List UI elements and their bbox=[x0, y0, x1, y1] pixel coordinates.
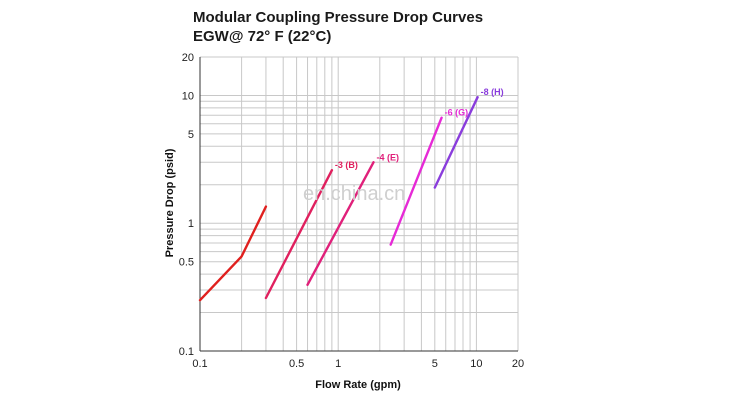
y-tick-label: 0.5 bbox=[179, 257, 194, 269]
series-line bbox=[433, 95, 479, 189]
series-line bbox=[389, 116, 443, 246]
y-axis-label: Pressure Drop (psid) bbox=[164, 148, 176, 257]
chart-title-block: Modular Coupling Pressure Drop Curves EG… bbox=[193, 8, 483, 46]
series-label: -8 (H) bbox=[481, 87, 504, 97]
series-label: -4 (E) bbox=[376, 152, 399, 162]
x-tick-label: 0.1 bbox=[192, 358, 207, 370]
series-line bbox=[198, 205, 268, 302]
series-labels: -3 (B) -4 (E) -6 (G) -8 (H) bbox=[335, 87, 504, 170]
y-tick-label: 5 bbox=[188, 129, 194, 141]
series-label: -6 (G) bbox=[445, 108, 469, 118]
series-line bbox=[264, 168, 334, 300]
x-tick-label: 5 bbox=[432, 358, 438, 370]
x-tick-label: 1 bbox=[335, 358, 341, 370]
x-tick-label: 20 bbox=[512, 358, 524, 370]
series bbox=[198, 95, 479, 302]
y-tick-label: 10 bbox=[182, 90, 194, 102]
grid bbox=[199, 56, 519, 352]
x-tick-label: 0.5 bbox=[289, 358, 304, 370]
y-tick-label: 1 bbox=[188, 218, 194, 230]
axes: 0.1 0.5 1 5 10 20 0.1 0.5 1 5 10 20 bbox=[179, 52, 524, 370]
x-tick-label: 10 bbox=[470, 358, 482, 370]
x-axis-label: Flow Rate (gpm) bbox=[315, 379, 401, 391]
series-label: -3 (B) bbox=[335, 160, 358, 170]
chart-title: Modular Coupling Pressure Drop Curves bbox=[193, 9, 484, 26]
y-tick-label: 0.1 bbox=[179, 346, 194, 358]
y-tick-label: 20 bbox=[182, 52, 194, 64]
chart-subtitle: EGW@ 72° F (22°C) bbox=[193, 28, 332, 45]
series-line bbox=[306, 161, 375, 286]
watermark: en.china.cn bbox=[303, 183, 405, 205]
